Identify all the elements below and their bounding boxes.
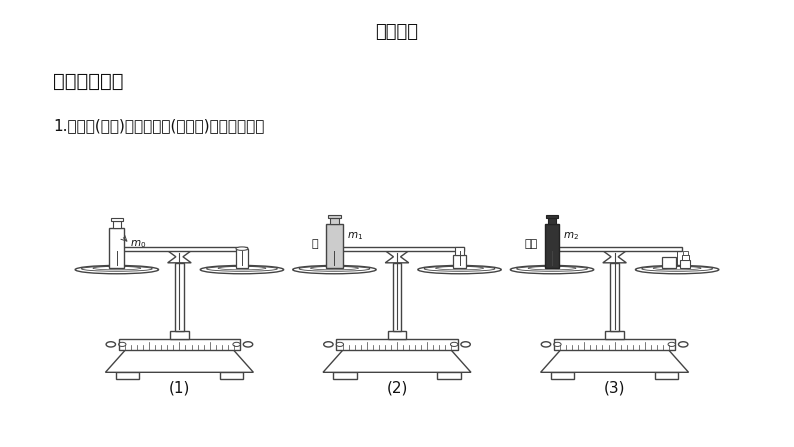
Circle shape xyxy=(336,342,344,346)
Circle shape xyxy=(233,342,241,346)
Bar xyxy=(175,263,183,331)
Bar xyxy=(110,228,125,268)
Ellipse shape xyxy=(75,266,159,274)
Text: 1.用天平(砝码)、水、空瓶(或烧杯)测牛奶密度。: 1.用天平(砝码)、水、空瓶(或烧杯)测牛奶密度。 xyxy=(53,118,264,133)
Polygon shape xyxy=(106,350,253,372)
Ellipse shape xyxy=(418,266,501,274)
Polygon shape xyxy=(541,350,688,372)
Circle shape xyxy=(461,342,470,347)
Bar xyxy=(548,218,556,224)
Bar xyxy=(387,331,407,339)
Text: 专题归纳: 专题归纳 xyxy=(376,24,418,42)
Bar xyxy=(546,215,557,218)
Bar xyxy=(547,247,682,251)
Bar xyxy=(326,224,342,268)
Polygon shape xyxy=(168,251,191,263)
Text: (2): (2) xyxy=(387,380,407,395)
Bar xyxy=(112,247,247,251)
Ellipse shape xyxy=(200,266,283,274)
Bar xyxy=(437,372,461,379)
Ellipse shape xyxy=(511,266,594,274)
Bar xyxy=(170,331,189,339)
Polygon shape xyxy=(385,251,409,263)
Bar xyxy=(111,218,123,221)
Bar xyxy=(119,339,240,350)
Bar xyxy=(551,372,574,379)
Bar xyxy=(545,224,560,268)
Bar xyxy=(655,372,679,379)
Circle shape xyxy=(324,342,333,347)
Circle shape xyxy=(542,342,551,347)
Polygon shape xyxy=(323,350,471,372)
Bar xyxy=(329,215,341,218)
Circle shape xyxy=(118,342,126,346)
Circle shape xyxy=(243,342,252,347)
Text: $m_1$: $m_1$ xyxy=(346,230,363,242)
Text: $m_2$: $m_2$ xyxy=(564,230,580,242)
Bar xyxy=(662,257,676,268)
Bar xyxy=(453,255,466,268)
Text: 牛奶: 牛奶 xyxy=(525,239,538,249)
Ellipse shape xyxy=(635,266,719,274)
Text: 有天平无量筒: 有天平无量筒 xyxy=(53,72,123,91)
Bar xyxy=(236,249,248,268)
Bar xyxy=(680,260,690,268)
Bar xyxy=(683,251,688,255)
Bar xyxy=(611,263,619,331)
Polygon shape xyxy=(603,251,626,263)
Bar xyxy=(113,221,121,228)
Bar xyxy=(605,331,624,339)
Bar xyxy=(330,247,464,251)
Ellipse shape xyxy=(236,247,248,250)
Bar xyxy=(392,263,402,331)
Bar xyxy=(330,218,339,224)
Bar xyxy=(337,339,457,350)
Bar xyxy=(220,372,243,379)
Bar xyxy=(455,247,464,255)
Text: 水: 水 xyxy=(312,239,318,249)
Bar xyxy=(682,255,688,260)
Text: (1): (1) xyxy=(169,380,190,395)
Bar xyxy=(115,372,139,379)
Text: (3): (3) xyxy=(603,380,626,395)
Circle shape xyxy=(553,342,561,346)
Bar xyxy=(333,372,357,379)
Bar xyxy=(554,339,675,350)
Circle shape xyxy=(679,342,688,347)
Circle shape xyxy=(450,342,458,346)
Circle shape xyxy=(668,342,676,346)
Circle shape xyxy=(106,342,115,347)
Text: $m_0$: $m_0$ xyxy=(129,238,146,249)
Ellipse shape xyxy=(293,266,376,274)
